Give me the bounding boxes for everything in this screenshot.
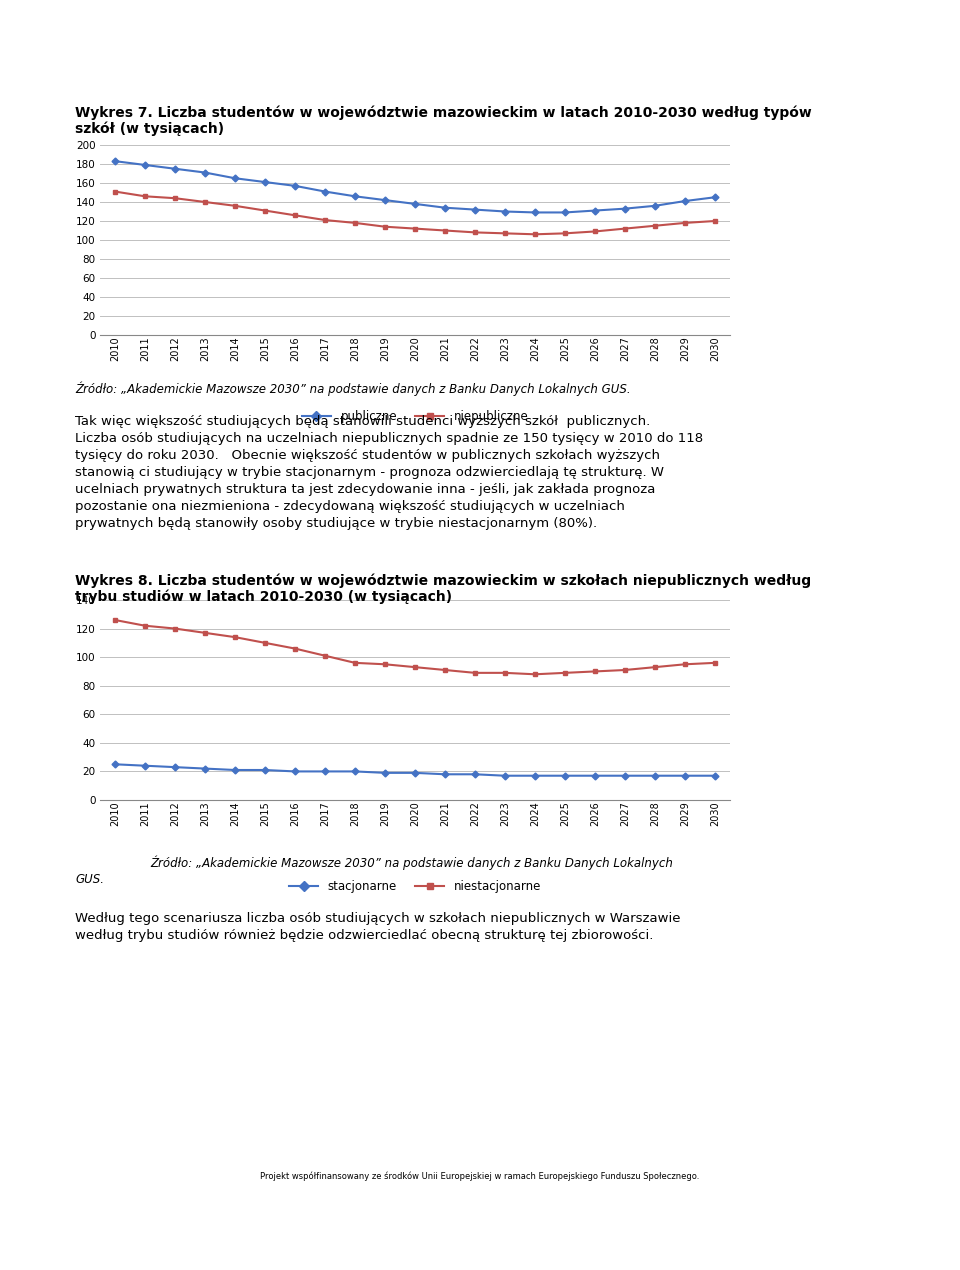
Text: GUS.: GUS. [75, 872, 104, 886]
Text: Źródło: „Akademickie Mazowsze 2030” na podstawie danych z Banku Danych Lokalnych: Źródło: „Akademickie Mazowsze 2030” na p… [75, 382, 631, 396]
Text: Wykres 7. Liczba studentów w województwie mazowieckim w latach 2010-2030 według : Wykres 7. Liczba studentów w województwi… [75, 105, 812, 136]
Text: tel. 22 58 44 500
faks 22 58 44 501: tel. 22 58 44 500 faks 22 58 44 501 [420, 1204, 501, 1224]
Text: Źródło: „Akademickie Mazowsze 2030” na podstawie danych z Banku Danych Lokalnych: Źródło: „Akademickie Mazowsze 2030” na p… [150, 855, 673, 870]
Text: PJWSTK: PJWSTK [72, 1209, 120, 1219]
Legend: publiczne, niepubliczne: publiczne, niepubliczne [297, 405, 533, 428]
Text: Według tego scenariusza liczba osób studiujących w szkołach niepublicznych w War: Według tego scenariusza liczba osób stud… [75, 912, 681, 942]
Text: Tak więc większość studiujących będą stanowili studenci wyższych szkół  publiczn: Tak więc większość studiujących będą sta… [75, 415, 703, 530]
Text: ul. Koszykowa 86
02-008 Warszawa: ul. Koszykowa 86 02-008 Warszawa [228, 1204, 309, 1224]
Text: Wykres 8. Liczba studentów w województwie mazowieckim w szkołach niepublicznych : Wykres 8. Liczba studentów w województwi… [75, 573, 811, 605]
Text: Projekt współfinansowany ze środków Unii Europejskiej w ramach Europejskiego Fun: Projekt współfinansowany ze środków Unii… [260, 1171, 700, 1181]
Text: www.pjwstk.edu.pl
pjwstk@pjwstk.edu.pl
www.efs.gov.pl: www.pjwstk.edu.pl pjwstk@pjwstk.edu.pl w… [642, 1199, 740, 1229]
Legend: stacjonarne, niestacjonarne: stacjonarne, niestacjonarne [284, 875, 546, 898]
